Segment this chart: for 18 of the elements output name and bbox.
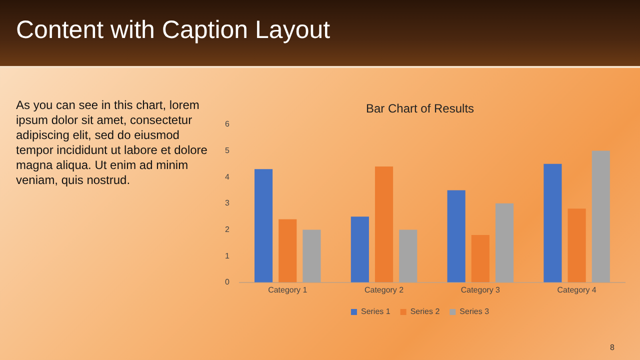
y-tick-label: 4 bbox=[224, 172, 230, 182]
y-tick-label: 1 bbox=[224, 251, 230, 260]
y-tick-label: 2 bbox=[224, 224, 230, 234]
y-tick-label: 6 bbox=[224, 120, 230, 129]
y-tick-label: 5 bbox=[224, 146, 230, 155]
y-tick-label: 0 bbox=[224, 278, 230, 287]
x-tick-label: Category 2 bbox=[364, 285, 404, 294]
legend-label: Series 1 bbox=[360, 307, 391, 316]
text: 8 bbox=[610, 343, 614, 352]
y-tick-label: 3 bbox=[224, 198, 230, 208]
legend-label: Series 3 bbox=[460, 307, 490, 316]
text: As you can see in this chart, lorem ipsum dolor sit amet, consectetur adipiscing elit, sed do eiusmod tempor incididunt ut labore et dolore magna aliqua. Ut enim ad minim veniam, quis nostrud. bbox=[16, 98, 208, 188]
x-tick-label: Category 4 bbox=[557, 285, 597, 294]
legend-label: Series 2 bbox=[410, 307, 440, 316]
chart-subtitle: Bar Chart of Results bbox=[366, 102, 474, 116]
chart-title: Content with Caption Layout bbox=[16, 16, 330, 45]
x-tick-label: Category 3 bbox=[460, 285, 501, 294]
x-tick-label: Category 1 bbox=[268, 285, 308, 294]
